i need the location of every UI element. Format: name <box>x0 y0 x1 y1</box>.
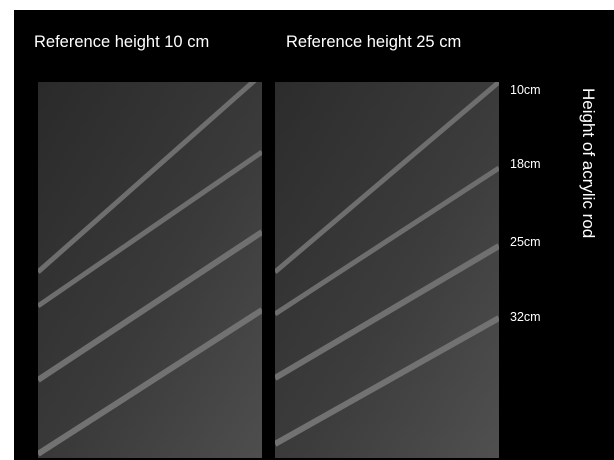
xray-panel-reference-10cm <box>38 82 262 458</box>
figure: Reference height 10 cm Reference height … <box>14 10 614 460</box>
xray-background <box>38 82 262 458</box>
rod-height-label-25cm: 25cm <box>510 236 541 249</box>
panel-title-reference-25cm: Reference height 25 cm <box>286 34 461 51</box>
xray-image-reference-10cm <box>38 82 262 458</box>
rod-height-label-10cm: 10cm <box>510 84 541 97</box>
rod-height-label-32cm: 32cm <box>510 311 541 324</box>
panel-title-reference-10cm: Reference height 10 cm <box>34 34 209 51</box>
xray-background <box>275 82 499 458</box>
xray-panel-reference-25cm <box>275 82 499 458</box>
xray-image-reference-25cm <box>275 82 499 458</box>
axis-title-rod-height: Height of acrylic rod <box>580 88 597 238</box>
rod-height-label-18cm: 18cm <box>510 158 541 171</box>
